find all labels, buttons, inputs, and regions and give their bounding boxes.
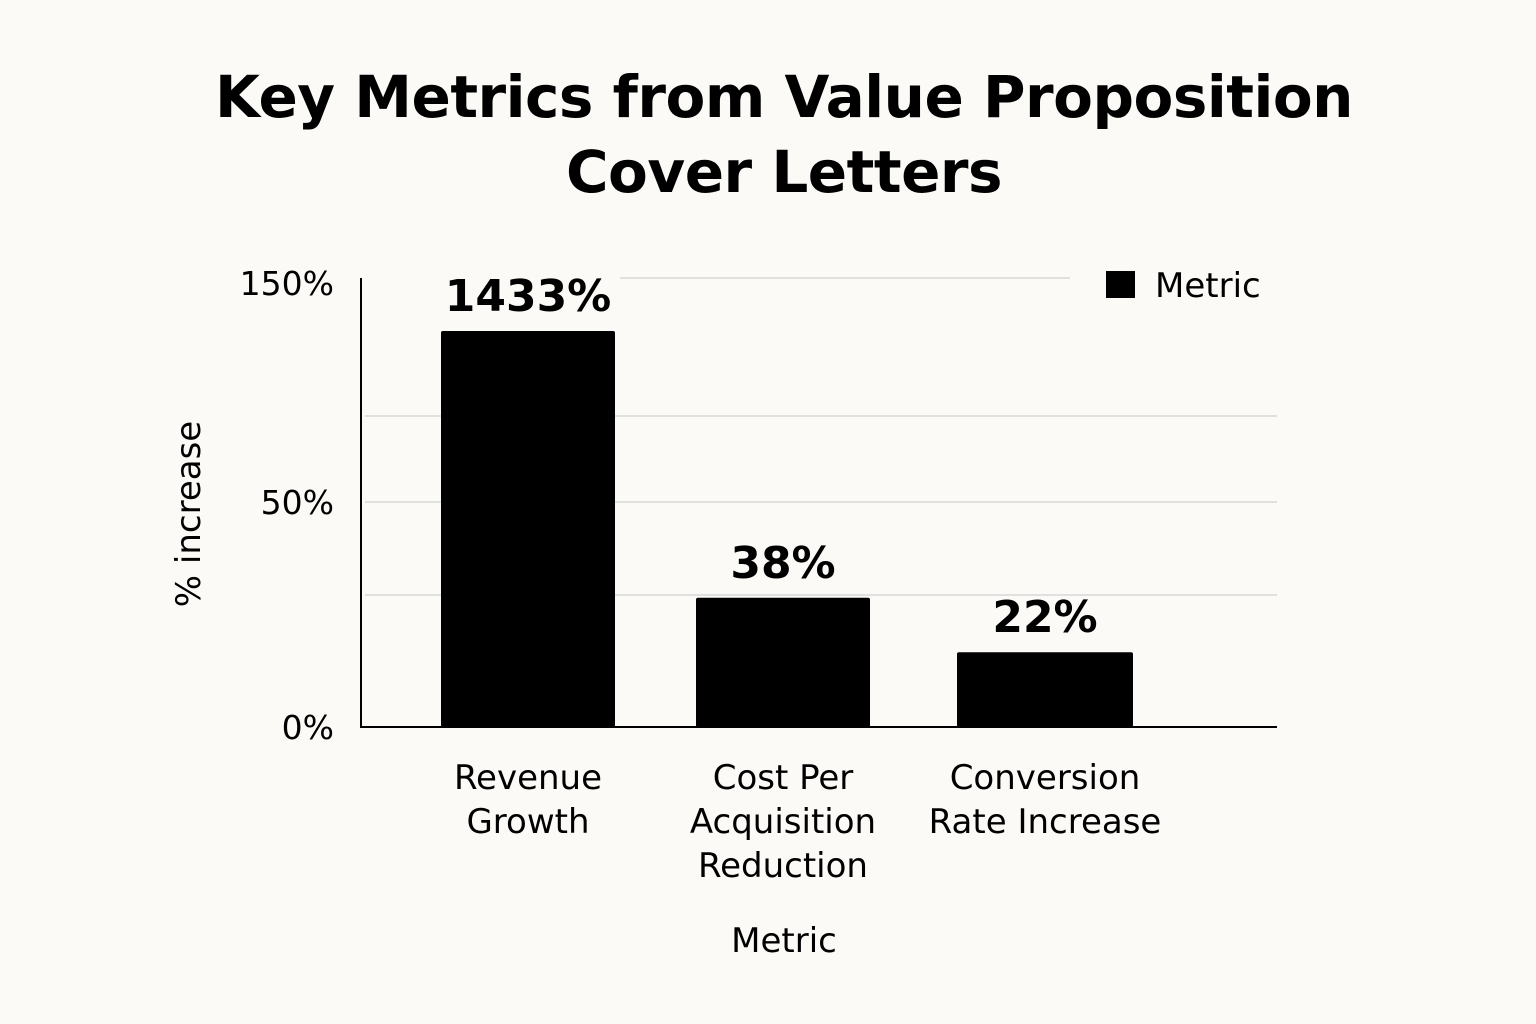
legend-swatch <box>1106 271 1135 298</box>
y-axis-label: % increase <box>169 421 209 607</box>
legend-label: Metric <box>1155 266 1261 306</box>
x-tick-label: Acquisition <box>690 802 876 842</box>
x-tick-label: Rate Increase <box>929 802 1162 842</box>
bar <box>696 597 870 727</box>
bar-value-label: 1433% <box>445 271 612 322</box>
bar-value-label: 38% <box>730 538 835 589</box>
legend: Metric <box>1106 266 1261 306</box>
x-axis-label: Metric <box>731 921 837 961</box>
bar-value-label: 22% <box>992 592 1097 643</box>
chart-title-line-1: Key Metrics from Value Proposition <box>215 63 1353 131</box>
x-tick-label: Revenue <box>454 758 602 798</box>
y-tick-label: 150% <box>240 264 334 303</box>
bar <box>441 331 615 727</box>
y-tick-label: 0% <box>282 708 334 747</box>
x-tick-label: Growth <box>466 802 589 842</box>
bar <box>957 652 1133 727</box>
x-tick-label: Cost Per <box>713 758 854 798</box>
chart-title-line-2: Cover Letters <box>565 138 1003 206</box>
x-tick-label: Reduction <box>698 846 868 886</box>
y-tick-label: 50% <box>261 483 334 522</box>
x-tick-label: Conversion <box>950 758 1141 798</box>
